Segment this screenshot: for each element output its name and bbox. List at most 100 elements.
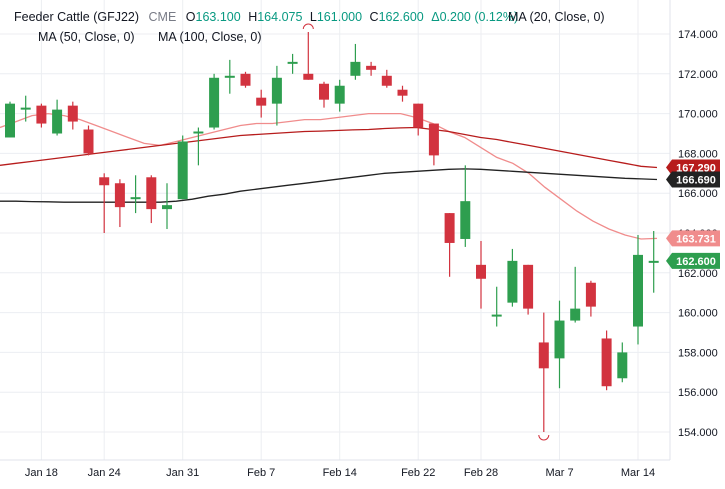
candle-body (617, 352, 628, 379)
low-marker (538, 434, 550, 441)
low-value: 161.000 (316, 10, 363, 24)
candle-body (99, 177, 110, 186)
candle-body (20, 107, 31, 110)
candle (162, 183, 172, 230)
candle (99, 173, 110, 233)
candle-body (177, 141, 188, 200)
candle (193, 127, 204, 166)
candle-body (5, 103, 15, 138)
candle-body (648, 260, 659, 263)
candle (633, 234, 643, 345)
candle-body (413, 103, 424, 128)
ma20-price-label: 163.731 (676, 233, 716, 245)
symbol-title[interactable]: Feeder Cattle (GFJ22) (14, 10, 140, 24)
candle-body (303, 73, 314, 80)
candle (114, 179, 125, 228)
candle-body (476, 264, 486, 279)
high-label: H (248, 10, 258, 24)
candle-body (570, 308, 581, 321)
candle (491, 286, 502, 327)
last-price-label-bg (666, 252, 720, 269)
candle (444, 213, 455, 277)
y-tick-label: 168.000 (678, 148, 718, 160)
ma100-line (0, 168, 658, 203)
candle (523, 264, 534, 315)
candle (476, 240, 486, 309)
candle (397, 85, 408, 102)
y-tick-label: 160.000 (678, 308, 718, 320)
candle-body (83, 129, 94, 154)
candle-body (52, 109, 63, 134)
candle (554, 300, 565, 389)
x-tick-label: Feb 22 (401, 467, 435, 479)
candle-body (114, 183, 125, 208)
candle (648, 231, 659, 293)
last-price-label: 162.600 (676, 256, 716, 268)
candle (36, 103, 47, 128)
candle (52, 99, 63, 136)
candle (617, 342, 628, 383)
candle (83, 125, 94, 156)
candle-body (193, 131, 204, 134)
y-tick-label: 172.000 (678, 69, 718, 81)
candle (303, 32, 314, 80)
candle (67, 101, 78, 130)
candle-body (366, 65, 377, 70)
candle-body (67, 105, 78, 122)
candle (209, 73, 220, 130)
low-label: L (309, 10, 317, 24)
candle-body (538, 342, 549, 369)
candle (5, 101, 15, 138)
candle (570, 266, 581, 323)
moving-average-lines (0, 112, 658, 240)
x-tick-label: Feb 28 (464, 467, 498, 479)
candle-body (271, 77, 282, 104)
legend-ma100[interactable]: MA (100, Close, 0) (158, 30, 262, 44)
candle (428, 123, 439, 166)
candle (507, 248, 518, 307)
candle-body (523, 264, 534, 309)
candle (240, 71, 251, 88)
candle-body (460, 201, 471, 239)
candle (319, 81, 329, 108)
candle (287, 53, 298, 74)
candle-body (319, 83, 329, 100)
candle (271, 65, 282, 126)
candle-body (146, 177, 157, 210)
candle-body (350, 61, 361, 76)
candle-body (36, 105, 47, 124)
candle-body (507, 260, 518, 303)
candle-body (444, 213, 455, 243)
candle (350, 43, 361, 80)
candle-body (633, 254, 643, 327)
y-tick-label: 154.000 (678, 427, 718, 439)
candle-body (554, 320, 565, 359)
candle (177, 135, 188, 200)
y-tick-label: 170.000 (678, 109, 718, 121)
x-tick-label: Feb 7 (247, 467, 275, 479)
x-tick-label: Jan 24 (88, 467, 121, 479)
candle (601, 330, 612, 391)
y-tick-label: 156.000 (678, 387, 718, 399)
candle-body (397, 89, 408, 96)
candle (130, 175, 141, 214)
time-axis[interactable]: Jan 18 Jan 24 Jan 31 Feb 7 Feb 14 Feb 22 Feb 2… (0, 0, 671, 479)
candle (334, 79, 345, 112)
candle (413, 103, 424, 136)
x-tick-label: Jan 18 (25, 467, 58, 479)
candle-body (162, 205, 172, 210)
x-tick-label: Mar 14 (621, 467, 655, 479)
open-value: 163.100 (195, 10, 241, 24)
legend-ma50[interactable]: MA (50, Close, 0) (38, 30, 135, 44)
ma50-line (0, 126, 658, 169)
legend-ma20[interactable]: MA (20, Close, 0) (508, 10, 605, 24)
open-label: O (185, 10, 196, 24)
candle-body (240, 73, 251, 86)
ma100-price-label-bg (666, 171, 720, 188)
candle-body (256, 97, 267, 106)
candle-body (224, 75, 235, 78)
candle-body (130, 197, 141, 200)
candle (146, 175, 157, 224)
